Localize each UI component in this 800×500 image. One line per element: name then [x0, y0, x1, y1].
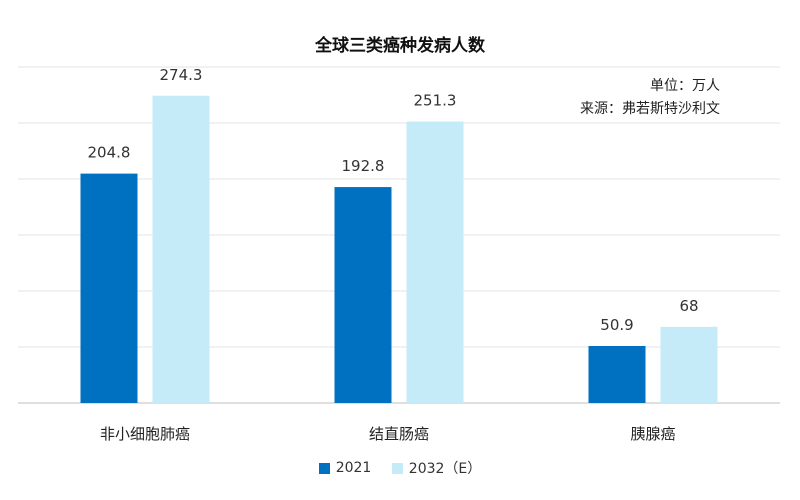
bar — [152, 95, 210, 403]
bar — [406, 121, 464, 403]
legend-label-2032e: 2032（E） — [408, 461, 482, 477]
data-label: 204.8 — [88, 144, 131, 162]
legend-item-2032e: 2032（E） — [391, 458, 482, 478]
bar — [334, 187, 392, 403]
legend-item-2021: 2021 — [318, 460, 372, 476]
source-note: 来源：弗若斯特沙利文 — [580, 101, 720, 117]
legend-label-2021: 2021 — [335, 460, 372, 476]
bar — [588, 345, 646, 403]
chart-title: 全球三类癌种发病人数 — [315, 36, 485, 56]
bar — [80, 173, 138, 403]
unit-note: 单位：万人 — [650, 78, 720, 94]
bar — [660, 326, 718, 403]
legend-swatch-2032e — [391, 462, 403, 474]
data-label: 274.3 — [160, 66, 203, 84]
data-label: 192.8 — [342, 157, 385, 175]
legend: 2021 2032（E） — [0, 458, 800, 478]
legend-swatch-2021 — [318, 462, 330, 474]
category-label: 非小细胞肺癌 — [100, 425, 190, 443]
data-label: 68 — [679, 297, 698, 315]
category-label: 结直肠癌 — [369, 425, 429, 443]
data-label: 50.9 — [600, 316, 633, 334]
category-label: 胰腺癌 — [630, 425, 675, 443]
data-label: 251.3 — [414, 92, 457, 110]
